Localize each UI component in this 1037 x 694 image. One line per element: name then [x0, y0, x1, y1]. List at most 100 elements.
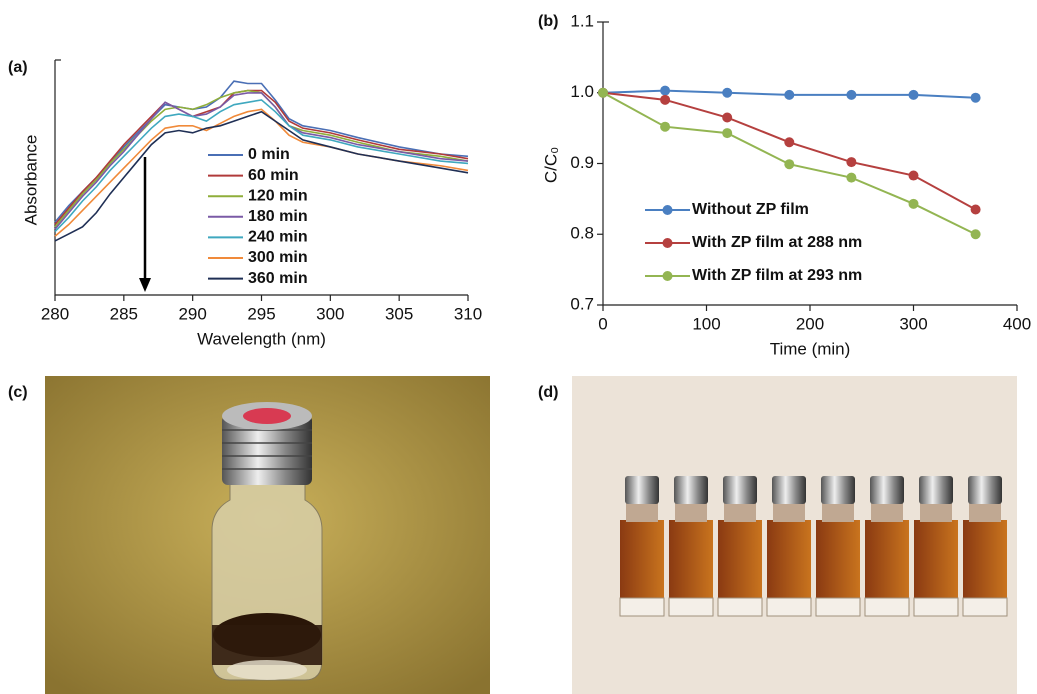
vial-cap — [919, 476, 953, 504]
vial-base — [962, 597, 1008, 617]
x-tick-label: 310 — [454, 304, 482, 323]
vial-neck — [626, 500, 658, 522]
series-line — [54, 89, 469, 228]
vial-base — [766, 597, 812, 617]
panel-label: (b) — [538, 13, 558, 30]
legend-label: 60 min — [248, 167, 299, 184]
vial-neck — [969, 500, 1001, 522]
vial-neck — [822, 500, 854, 522]
photo-vial — [45, 376, 490, 694]
vial-cap — [772, 476, 806, 504]
vial-base — [668, 597, 714, 617]
x-tick-label: 300 — [899, 314, 927, 333]
x-axis-label: Time (min) — [770, 339, 851, 358]
x-tick-label: 400 — [1003, 314, 1031, 333]
legend-label: Without ZP film — [692, 201, 809, 218]
x-tick-label: 200 — [796, 314, 824, 333]
legend-label: With ZP film at 288 nm — [692, 234, 862, 251]
vial-liquid — [669, 520, 713, 600]
x-tick-label: 285 — [110, 304, 138, 323]
legend-label: 240 min — [248, 229, 308, 246]
data-point — [722, 87, 733, 98]
data-point — [722, 112, 733, 123]
vial-base — [913, 597, 959, 617]
legend-label: With ZP film at 293 nm — [692, 267, 862, 284]
legend-label: 360 min — [248, 270, 308, 287]
x-tick-label: 280 — [41, 304, 69, 323]
data-point — [846, 89, 857, 100]
vial-base — [717, 597, 763, 617]
x-axis-label: Wavelength (nm) — [197, 329, 326, 348]
vial-cap — [674, 476, 708, 504]
panel-label: (a) — [8, 59, 28, 76]
vial-cap — [870, 476, 904, 504]
legend-marker — [662, 205, 673, 215]
data-point — [970, 92, 981, 103]
series-line — [54, 89, 469, 226]
vial-neck — [920, 500, 952, 522]
x-tick-label: 300 — [316, 304, 344, 323]
data-point — [846, 157, 857, 168]
vial-cap — [723, 476, 757, 504]
vial-liquid — [620, 520, 664, 600]
data-point — [970, 229, 981, 240]
legend-marker — [662, 271, 673, 281]
decay-arrow — [139, 157, 151, 292]
data-point — [660, 85, 671, 96]
series-line — [54, 92, 469, 230]
series-line — [54, 99, 469, 233]
legend-marker — [662, 238, 673, 248]
vial-neck — [773, 500, 805, 522]
data-point — [660, 121, 671, 132]
vial-liquid — [767, 520, 811, 600]
panel-label: (d) — [538, 384, 558, 401]
data-point — [598, 87, 608, 98]
vial-neck — [724, 500, 756, 522]
data-point — [784, 89, 795, 100]
data-point — [784, 159, 795, 170]
vial-liquid — [963, 520, 1007, 600]
vial-base — [619, 597, 665, 617]
data-point — [846, 172, 857, 183]
series-line — [54, 110, 469, 242]
data-point — [660, 94, 671, 105]
y-tick-label: 1.1 — [570, 11, 594, 30]
data-point — [784, 137, 795, 148]
photo-vials — [572, 376, 1017, 694]
y-axis-label: C/C₀ — [541, 147, 560, 183]
legend-label: 120 min — [248, 187, 308, 204]
data-point — [908, 89, 919, 100]
vial-cap — [821, 476, 855, 504]
y-axis-label: Absorbance — [21, 135, 40, 226]
x-tick-label: 295 — [247, 304, 275, 323]
vial-neck — [675, 500, 707, 522]
y-tick-label: 1.0 — [570, 82, 594, 101]
panel-label: (c) — [8, 384, 28, 401]
vial-liquid — [865, 520, 909, 600]
data-point — [908, 198, 919, 209]
vial-base — [815, 597, 861, 617]
x-tick-label: 290 — [178, 304, 206, 323]
y-tick-label: 0.8 — [570, 224, 594, 243]
y-tick-label: 0.7 — [570, 294, 594, 313]
series-line — [602, 91, 977, 211]
x-tick-label: 0 — [598, 314, 607, 333]
legend-label: 180 min — [248, 208, 308, 225]
axis-line — [602, 22, 1017, 306]
vial-neck — [871, 500, 903, 522]
data-point — [722, 128, 733, 139]
x-tick-label: 305 — [385, 304, 413, 323]
x-tick-label: 100 — [692, 314, 720, 333]
vial-cap — [625, 476, 659, 504]
data-point — [908, 170, 919, 181]
vial-base — [864, 597, 910, 617]
vial-liquid — [914, 520, 958, 600]
vial-cap — [968, 476, 1002, 504]
data-point — [970, 204, 981, 215]
vial-liquid — [718, 520, 762, 600]
vial-liquid — [816, 520, 860, 600]
y-tick-label: 0.9 — [570, 153, 594, 172]
legend-label: 300 min — [248, 249, 308, 266]
legend-label: 0 min — [248, 146, 290, 163]
